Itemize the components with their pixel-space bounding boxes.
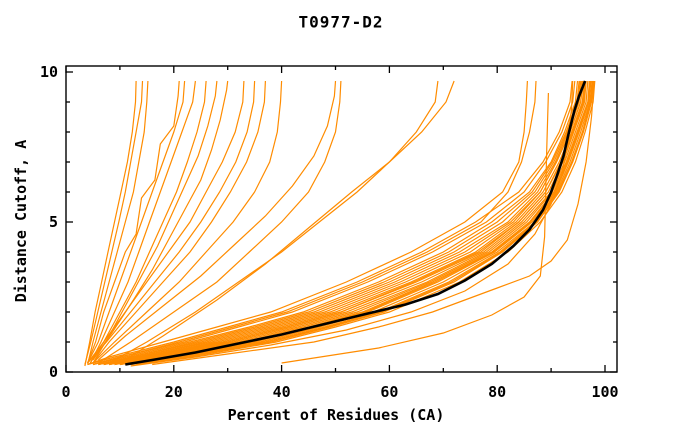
y-tick-label-5: 5: [49, 213, 58, 231]
model-curve-22: [130, 80, 594, 366]
model-curve-13: [108, 80, 587, 366]
model-curve-20: [108, 80, 586, 366]
y-tick-label-0: 0: [49, 363, 58, 381]
model-curve-37: [92, 80, 283, 364]
x-tick-label-60: 60: [380, 383, 398, 401]
model-curve-32: [92, 80, 218, 364]
model-curve-28: [87, 80, 180, 364]
model-curve-30: [89, 80, 196, 364]
model-curve-25: [84, 80, 137, 367]
model-curve-2: [98, 80, 581, 366]
model-curve-34: [87, 80, 245, 364]
model-curve-29: [87, 80, 186, 364]
model-curve-12: [103, 80, 585, 366]
chart-title: T0977-D2: [298, 12, 384, 32]
model-curve-38: [97, 80, 337, 361]
x-tick-label-80: 80: [488, 383, 506, 401]
model-curve-43: [281, 92, 549, 364]
x-tick-label-0: 0: [61, 383, 70, 401]
model-curve-1: [92, 80, 576, 366]
model-curve-36: [92, 80, 266, 364]
model-curve-19: [98, 80, 580, 366]
model-curve-39: [97, 80, 342, 364]
y-tick-label-10: 10: [40, 63, 58, 81]
model-curve-5: [114, 80, 589, 366]
model-curve-17: [87, 80, 528, 366]
model-curve-9: [87, 80, 573, 366]
model-curve-15: [119, 80, 592, 366]
model-curve-27: [87, 80, 149, 365]
x-tick-label-100: 100: [591, 383, 618, 401]
model-curve-41: [119, 80, 455, 364]
reference-median-curve: [125, 80, 587, 366]
x-tick-label-40: 40: [273, 383, 291, 401]
model-curve-7: [125, 80, 593, 366]
model-curve-35: [87, 80, 256, 364]
model-curve-33: [92, 80, 229, 361]
x-tick-label-20: 20: [165, 383, 183, 401]
model-curve-42: [152, 80, 595, 366]
plot-border: [65, 65, 618, 373]
model-curve-31: [89, 80, 207, 364]
model-curve-10: [92, 80, 579, 366]
model-curve-40: [108, 80, 439, 364]
model-curve-26: [84, 80, 144, 365]
x-axis-label: Percent of Residues (CA): [227, 406, 445, 424]
model-curve-23: [92, 80, 537, 366]
